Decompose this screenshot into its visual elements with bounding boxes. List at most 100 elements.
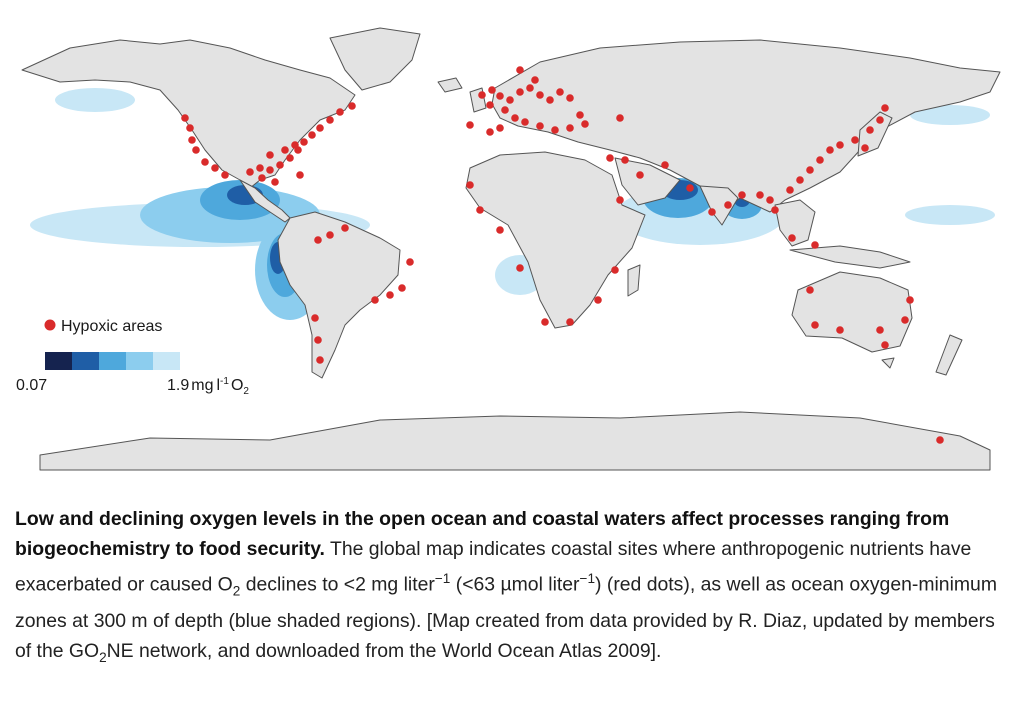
hypoxic-site	[738, 191, 746, 199]
hypoxic-site	[326, 231, 334, 239]
caption-sub-2: 2	[99, 650, 107, 666]
world-map: Hypoxic areas 0.07 1.9 mg l-1 O2	[16, 27, 1001, 471]
hypoxic-site	[881, 104, 889, 112]
hypoxic-site	[851, 136, 859, 144]
caption-text-4: ) (red dots), as well as ocean oxygen-mi…	[15, 573, 997, 663]
hypoxic-legend-dot	[44, 319, 56, 331]
caption-sup-1: −1	[434, 571, 451, 586]
hypoxic-site	[661, 161, 669, 169]
hypoxic-site	[536, 122, 544, 130]
hypoxic-site	[566, 318, 574, 326]
hypoxic-site	[861, 144, 869, 152]
hypoxic-site	[686, 184, 694, 192]
hypoxic-site	[708, 208, 716, 216]
hypoxic-site	[616, 114, 624, 122]
hypoxic-site	[291, 141, 299, 149]
land-india	[699, 185, 739, 226]
hypoxic-site	[516, 66, 524, 74]
scale-step-5	[153, 352, 180, 370]
hypoxic-site	[936, 436, 944, 444]
hypoxic-site	[876, 326, 884, 334]
omz-nw-pacific	[910, 105, 990, 125]
omz-west-pacific	[905, 205, 995, 225]
hypoxic-site	[314, 236, 322, 244]
land-antarctica	[39, 411, 991, 471]
hypoxic-site	[906, 296, 914, 304]
land-north-america	[21, 39, 356, 189]
hypoxic-site	[271, 178, 279, 186]
hypoxic-site	[594, 296, 602, 304]
scale-step-1	[45, 352, 72, 370]
hypoxic-site	[724, 201, 732, 209]
scale-max-label: 1.9 mg l-1 O2	[167, 376, 249, 397]
hypoxic-site	[576, 111, 584, 119]
land-arabia	[614, 157, 681, 206]
hypoxic-site	[266, 166, 274, 174]
caption-text-3: (<63 µmol liter	[450, 573, 580, 596]
hypoxic-site	[326, 116, 334, 124]
hypoxic-site	[816, 156, 824, 164]
land-new-zealand	[935, 334, 963, 376]
hypoxic-site	[786, 186, 794, 194]
scale-step-3	[99, 352, 126, 370]
land-madagascar	[627, 264, 641, 297]
hypoxic-site	[541, 318, 549, 326]
hypoxic-legend-label: Hypoxic areas	[61, 318, 162, 335]
hypoxic-site	[621, 156, 629, 164]
hypoxic-site	[566, 124, 574, 132]
caption-title: Low and declining oxygen levels in the o…	[15, 508, 950, 560]
hypoxic-site	[314, 336, 322, 344]
hypoxic-site	[476, 206, 484, 214]
hypoxic-site	[348, 102, 356, 110]
caption-sub-1: 2	[232, 583, 241, 599]
hypoxic-site	[308, 131, 316, 139]
hypoxic-site	[881, 341, 889, 349]
hypoxic-site	[300, 138, 308, 146]
hypoxic-site	[386, 291, 394, 299]
hypoxic-site	[788, 234, 796, 242]
hypoxic-site	[536, 91, 544, 99]
hypoxic-site	[836, 141, 844, 149]
land-tasmania	[881, 357, 895, 369]
hypoxic-site	[286, 154, 294, 162]
caption-text-1: The global map indicates coastal sites w…	[15, 538, 972, 596]
hypoxic-site	[501, 106, 509, 114]
hypoxic-site	[521, 118, 529, 126]
hypoxic-site	[551, 126, 559, 134]
hypoxic-site	[406, 258, 414, 266]
hypoxic-site	[186, 124, 194, 132]
land-indonesia	[789, 245, 911, 269]
land-greenland	[329, 27, 421, 91]
hypoxic-site	[221, 171, 229, 179]
hypoxic-site	[316, 356, 324, 364]
hypoxic-site	[616, 196, 624, 204]
hypoxic-site	[901, 316, 909, 324]
hypoxic-site	[201, 158, 209, 166]
hypoxic-sites	[181, 66, 944, 444]
hypoxic-site	[811, 241, 819, 249]
hypoxic-site	[496, 226, 504, 234]
caption-text-2: declines to <2 mg liter	[240, 573, 435, 596]
hypoxic-site	[876, 116, 884, 124]
hypoxic-site	[276, 161, 284, 169]
land-australia	[791, 271, 913, 353]
hypoxic-site	[316, 124, 324, 132]
land-south-america	[277, 211, 401, 379]
land-southeast-asia	[774, 199, 816, 247]
hypoxic-site	[211, 164, 219, 172]
hypoxic-site	[526, 84, 534, 92]
hypoxic-site	[256, 164, 264, 172]
hypoxic-site	[246, 168, 254, 176]
figure-caption: Low and declining oxygen levels in the o…	[15, 504, 1005, 673]
oxygen-color-scale	[45, 352, 180, 370]
hypoxic-site	[516, 88, 524, 96]
hypoxic-site	[606, 154, 614, 162]
land-eurasia	[491, 39, 1001, 213]
hypoxic-site	[756, 191, 764, 199]
hypoxic-site	[496, 124, 504, 132]
hypoxic-site	[486, 101, 494, 109]
hypoxic-site	[566, 94, 574, 102]
hypoxic-site	[488, 86, 496, 94]
hypoxic-site	[466, 121, 474, 129]
